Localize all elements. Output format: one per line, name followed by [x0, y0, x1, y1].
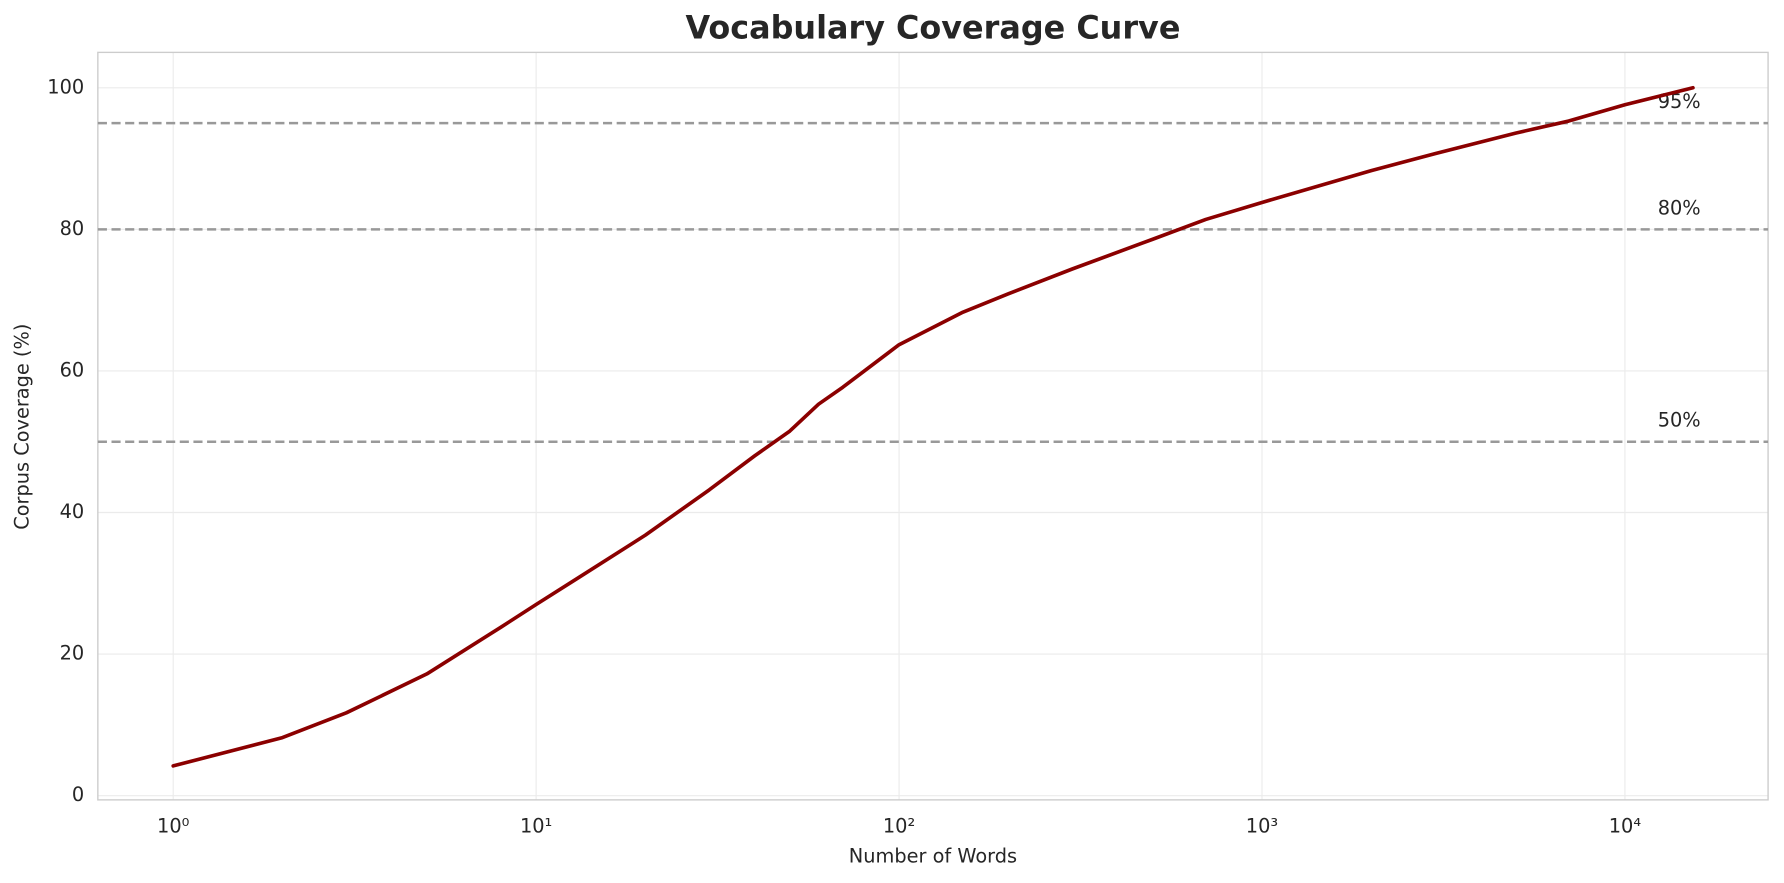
chart-title: Vocabulary Coverage Curve [685, 9, 1180, 47]
reference-label: 95% [1658, 90, 1701, 113]
x-tick-label: 10³ [1246, 815, 1278, 838]
x-tick-label: 10¹ [520, 815, 552, 838]
y-tick-label: 80 [60, 217, 85, 240]
y-tick-label: 0 [72, 783, 84, 806]
x-tick-label: 10² [883, 815, 915, 838]
coverage-line [171, 85, 1695, 768]
x-tick-label: 10⁴ [1609, 815, 1642, 838]
x-axis-label: Number of Words [849, 844, 1017, 867]
y-tick-label: 20 [60, 642, 85, 665]
reference-label: 80% [1658, 196, 1701, 219]
x-tick-label: 10⁰ [157, 815, 190, 838]
reference-label: 50% [1658, 409, 1701, 432]
plot-frame [97, 51, 1769, 801]
y-tick-label: 40 [60, 500, 85, 523]
y-tick-label: 60 [60, 358, 85, 381]
y-axis-label: Corpus Coverage (%) [10, 324, 33, 530]
y-tick-label: 100 [47, 75, 84, 98]
